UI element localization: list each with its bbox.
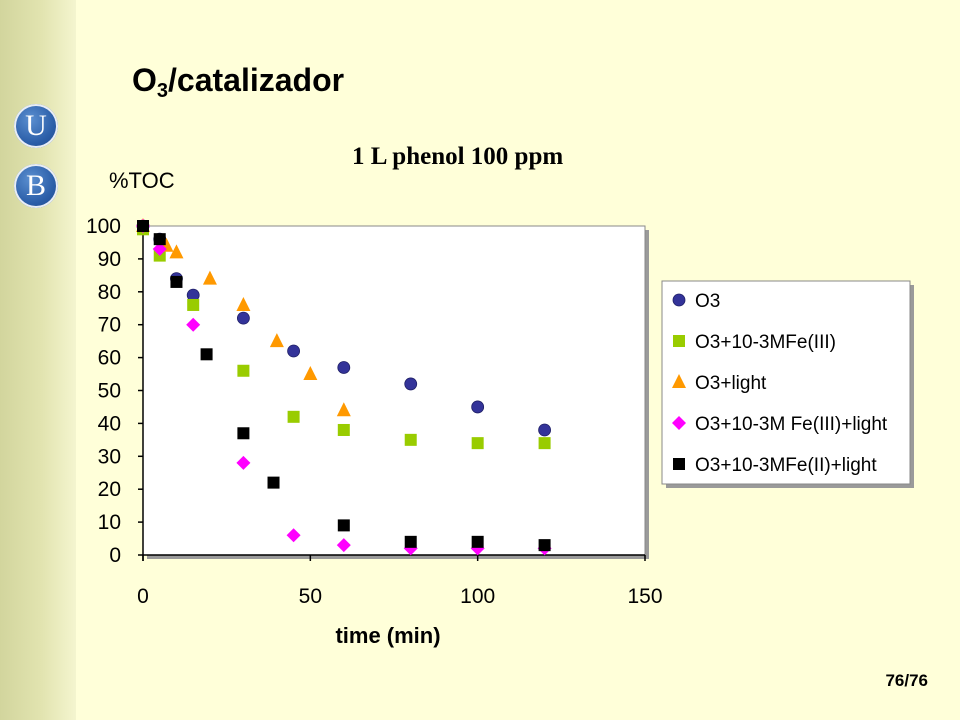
y-tick-label: 70 — [98, 314, 121, 337]
data-point-series-3 — [236, 296, 251, 311]
data-point-series-4 — [186, 317, 201, 332]
data-point-series-4 — [152, 242, 167, 257]
data-point-series-5 — [337, 519, 350, 532]
page-number: 76/76 — [885, 671, 928, 690]
plot-area-layer — [142, 225, 649, 559]
y-tick-label: 20 — [98, 478, 121, 501]
legend-marker-series-5 — [673, 458, 685, 470]
legend-marker-series-2 — [673, 335, 685, 347]
data-point-series-5 — [538, 539, 551, 552]
y-tick-label: 50 — [98, 380, 121, 403]
data-point-series-4 — [336, 538, 351, 553]
axis-layer: 0 10 20 30 40 50 60 70 80 90 100 0 50 100 150 %TOC time … — [86, 168, 663, 648]
data-point-series-1 — [236, 311, 250, 325]
logo-letter-b: B — [14, 164, 58, 208]
data-point-series-5 — [404, 535, 417, 548]
x-tick-label: 100 — [460, 585, 495, 608]
x-tick-label: 150 — [627, 585, 662, 608]
data-point-series-1 — [538, 423, 551, 437]
slide-title-main: O — [132, 62, 157, 98]
y-axis-label: %TOC — [109, 168, 175, 193]
y-tick-label: 0 — [109, 544, 121, 567]
data-point-series-2 — [404, 433, 417, 446]
data-point-series-4 — [286, 528, 301, 543]
data-point-series-3 — [169, 244, 184, 259]
data-point-series-2 — [471, 437, 484, 450]
legend-label-series-2: O3+10-3MFe(III) — [695, 332, 836, 353]
y-tick-label: 60 — [98, 347, 121, 370]
data-point-series-2 — [237, 364, 250, 377]
data-point-series-1 — [287, 344, 301, 358]
data-point-series-3 — [336, 402, 351, 417]
data-point-series-1 — [404, 377, 418, 391]
data-point-series-1 — [471, 400, 485, 414]
data-point-series-2 — [337, 423, 350, 436]
data-point-series-3 — [202, 270, 217, 285]
y-tick-label: 100 — [86, 215, 121, 238]
legend-marker-series-4 — [672, 416, 686, 430]
legend-label-series-1: O3 — [695, 291, 720, 312]
logo-letter-u: U — [14, 104, 58, 148]
data-point-series-5 — [237, 427, 250, 440]
legend-marker-series-1 — [672, 293, 686, 307]
slide-title-rest: /catalizador — [168, 62, 345, 98]
data-point-series-4 — [236, 455, 251, 470]
data-point-series-5 — [170, 275, 183, 288]
data-point-series-5 — [471, 535, 484, 548]
y-tick-label: 80 — [98, 281, 121, 304]
data-point-series-2 — [187, 298, 200, 311]
x-tick-label: 50 — [299, 585, 322, 608]
data-point-series-5 — [200, 348, 213, 361]
legend-box — [661, 280, 911, 485]
y-tick-label: 30 — [98, 445, 121, 468]
x-axis-label: time (min) — [335, 623, 440, 648]
y-tick-label: 90 — [98, 248, 121, 271]
legend-label-series-4: O3+10-3M Fe(III)+light — [695, 414, 888, 435]
data-point-series-5 — [137, 220, 149, 232]
data-point-series-3 — [303, 366, 318, 381]
y-tick-label: 10 — [98, 511, 121, 534]
data-points-layer — [136, 218, 552, 556]
data-point-series-2 — [287, 410, 300, 423]
data-point-series-1 — [337, 361, 351, 374]
legend-label-series-5: O3+10-3MFe(II)+light — [695, 455, 877, 476]
legend: O3 O3+10-3MFe(III) O3+light O3+10-3M Fe(III… — [661, 280, 914, 488]
data-point-series-5 — [153, 233, 166, 246]
slide-title-subscript: 3 — [156, 80, 169, 102]
y-tick-label: 40 — [98, 412, 121, 435]
chart-title: 1 L phenol 100 ppm — [352, 143, 564, 170]
data-point-series-2 — [538, 437, 551, 450]
legend-label-series-3: O3+light — [695, 373, 767, 394]
data-point-series-5 — [267, 476, 280, 489]
slide-title: O3/catalizador — [132, 62, 344, 103]
data-point-series-3 — [269, 333, 284, 348]
legend-marker-series-3 — [672, 374, 686, 388]
plot-area — [142, 225, 646, 556]
x-tick-label: 0 — [137, 585, 149, 608]
